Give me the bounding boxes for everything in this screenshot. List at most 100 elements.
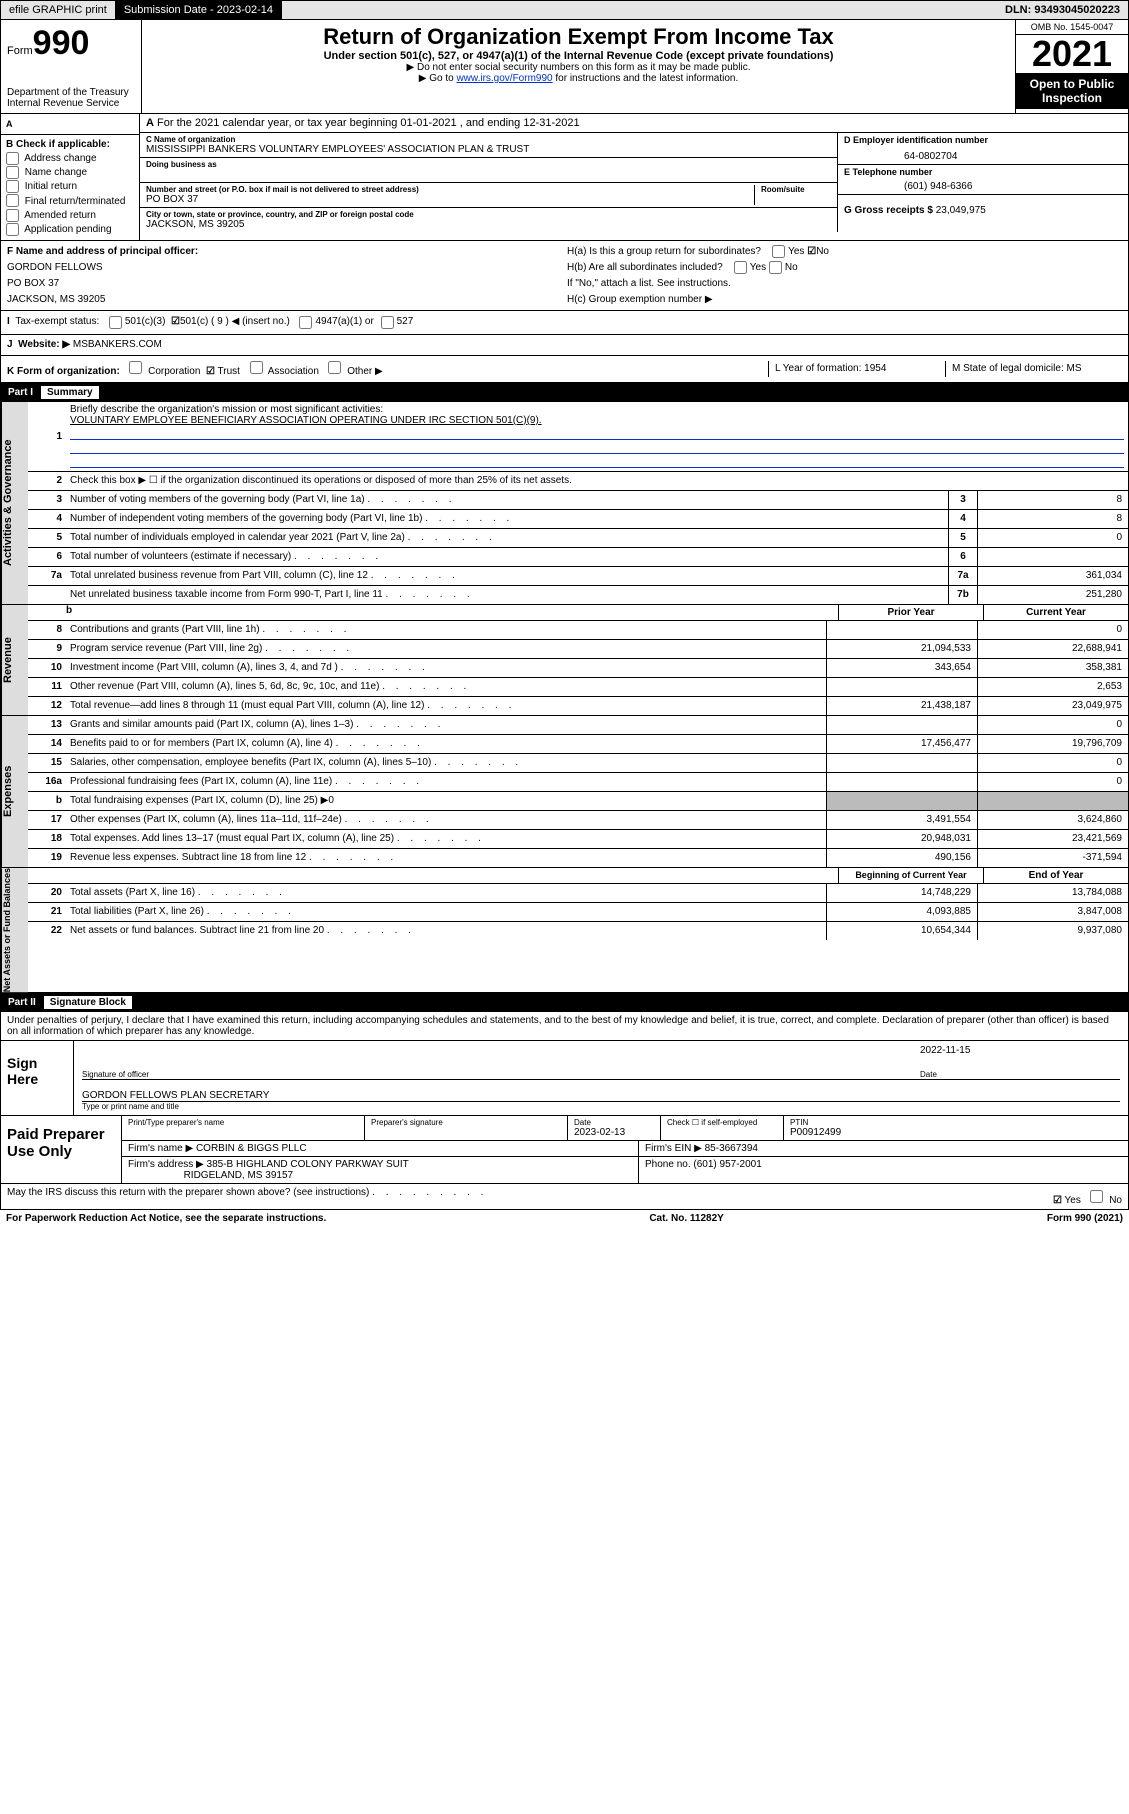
gov-line: Number of voting members of the governin… bbox=[66, 492, 948, 507]
tab-revenue: Revenue bbox=[1, 605, 28, 715]
form990-link[interactable]: www.irs.gov/Form990 bbox=[456, 73, 552, 84]
exp-line: Professional fundraising fees (Part IX, … bbox=[66, 774, 826, 789]
form-number: Form990 bbox=[7, 24, 135, 63]
submission-date: Submission Date - 2023-02-14 bbox=[116, 1, 282, 19]
room-label: Room/suite bbox=[761, 185, 831, 194]
cb-527[interactable] bbox=[381, 316, 394, 329]
firm-label: Firm's name ▶ bbox=[128, 1143, 193, 1154]
tab-governance: Activities & Governance bbox=[1, 402, 28, 604]
cb-4947[interactable] bbox=[299, 316, 312, 329]
cb-assoc[interactable] bbox=[250, 361, 263, 374]
gov-line: Total unrelated business revenue from Pa… bbox=[66, 568, 948, 583]
ptin: P00912499 bbox=[790, 1127, 841, 1138]
mission-text: VOLUNTARY EMPLOYEE BENEFICIARY ASSOCIATI… bbox=[70, 415, 542, 426]
gov-line: Net unrelated business taxable income fr… bbox=[66, 587, 948, 602]
dln: DLN: 93493045020223 bbox=[997, 1, 1128, 19]
section-a: A For the 2021 calendar year, or tax yea… bbox=[0, 114, 1129, 241]
website-value: MSBANKERS.COM bbox=[73, 337, 162, 353]
form-label-footer: Form 990 (2021) bbox=[1047, 1213, 1123, 1224]
discuss-yes-check: ☑ bbox=[1053, 1195, 1062, 1206]
mission-label: Briefly describe the organization's miss… bbox=[70, 404, 383, 415]
check-applicable-label: B Check if applicable: bbox=[6, 139, 110, 150]
sign-block: Sign Here 2022-11-15 Signature of office… bbox=[0, 1041, 1129, 1116]
col-current: Current Year bbox=[983, 605, 1128, 620]
rev-line: Contributions and grants (Part VIII, lin… bbox=[66, 622, 826, 637]
city-state-zip: JACKSON, MS 39205 bbox=[146, 219, 831, 230]
phone-value: (601) 948-6366 bbox=[844, 177, 1122, 192]
cb-corp[interactable] bbox=[129, 361, 142, 374]
prep-date: 2023-02-13 bbox=[574, 1127, 625, 1138]
cb-other[interactable] bbox=[328, 361, 341, 374]
exp-line: Total expenses. Add lines 13–17 (must eq… bbox=[66, 831, 826, 846]
hb-label: H(b) Are all subordinates included? bbox=[567, 262, 723, 273]
line2: Check this box ▶ ☐ if the organization d… bbox=[66, 473, 1128, 488]
cb-address[interactable]: Address change bbox=[6, 153, 97, 164]
sign-here-label: Sign Here bbox=[1, 1041, 74, 1115]
form-header: Form990 Department of the Treasury Inter… bbox=[0, 20, 1129, 114]
date-label: Date bbox=[920, 1070, 1120, 1079]
sign-date: 2022-11-15 bbox=[920, 1045, 1120, 1056]
tax-year-line: A For the 2021 calendar year, or tax yea… bbox=[140, 114, 1128, 133]
firm-addr2: RIDGELAND, MS 39157 bbox=[184, 1170, 294, 1181]
tab-expenses: Expenses bbox=[1, 716, 28, 867]
ein-value: 64-0802704 bbox=[844, 145, 1122, 162]
firm-phone: (601) 957-2001 bbox=[693, 1159, 761, 1170]
gross-rece: G Gross receipts $ bbox=[844, 205, 933, 216]
cb-name[interactable]: Name change bbox=[6, 167, 87, 178]
exp-block: Expenses 13Grants and similar amounts pa… bbox=[0, 716, 1129, 868]
year-formation: L Year of formation: 1954 bbox=[768, 361, 945, 377]
cb-amended[interactable]: Amended return bbox=[6, 210, 96, 221]
gross-value: 23,049,975 bbox=[936, 205, 986, 216]
exp-line: Revenue less expenses. Subtract line 18 … bbox=[66, 850, 826, 865]
open-public: Open to Public Inspection bbox=[1016, 73, 1128, 109]
gov-block: Activities & Governance 1Briefly describ… bbox=[0, 402, 1129, 605]
rev-line: Total revenue—add lines 8 through 11 (mu… bbox=[66, 698, 826, 713]
tax-year: 2021 bbox=[1016, 35, 1128, 73]
form-subtitle: Under section 501(c), 527, or 4947(a)(1)… bbox=[150, 50, 1007, 62]
rev-line: Other revenue (Part VIII, column (A), li… bbox=[66, 679, 826, 694]
cb-pending[interactable]: Application pending bbox=[6, 224, 112, 235]
hb-yes[interactable] bbox=[734, 261, 747, 274]
col-end: End of Year bbox=[983, 868, 1128, 883]
self-employed[interactable]: Check ☐ if self-employed bbox=[661, 1116, 784, 1140]
top-bar: efile GRAPHIC print Submission Date - 20… bbox=[0, 0, 1129, 20]
cb-final[interactable]: Final return/terminated bbox=[6, 196, 125, 207]
phone-label: E Telephone number bbox=[844, 167, 1122, 177]
exp-line: Grants and similar amounts paid (Part IX… bbox=[66, 717, 826, 732]
dept-treasury: Department of the Treasury bbox=[7, 87, 135, 98]
firm-name: CORBIN & BIGGS PLLC bbox=[196, 1143, 307, 1154]
col-beginning: Beginning of Current Year bbox=[838, 868, 983, 883]
net-block: Net Assets or Fund Balances Beginning of… bbox=[0, 868, 1129, 993]
paid-preparer-label: Paid Preparer Use Only bbox=[1, 1116, 122, 1183]
ein-label: D Employer identification number bbox=[844, 135, 1122, 145]
prep-name-label: Print/Type preparer's name bbox=[128, 1118, 358, 1127]
cb-trust-check: ☑ bbox=[206, 366, 215, 377]
declaration: Under penalties of perjury, I declare th… bbox=[0, 1012, 1129, 1041]
ha-yes[interactable] bbox=[772, 245, 785, 258]
org-name: MISSISSIPPI BANKERS VOLUNTARY EMPLOYEES'… bbox=[146, 144, 831, 155]
efile-label[interactable]: efile GRAPHIC print bbox=[1, 1, 116, 19]
street-address: PO BOX 37 bbox=[146, 194, 754, 205]
col-prior: Prior Year bbox=[838, 605, 983, 620]
officer-printed-name: GORDON FELLOWS PLAN SECRETARY bbox=[82, 1090, 1120, 1101]
irs-label: Internal Revenue Service bbox=[7, 98, 135, 109]
hb-no[interactable] bbox=[769, 261, 782, 274]
discuss-no[interactable] bbox=[1090, 1190, 1103, 1203]
firm-addr-label: Firm's address ▶ bbox=[128, 1159, 204, 1170]
name-title-label: Type or print name and title bbox=[82, 1101, 1120, 1111]
section-fhijk: F Name and address of principal officer:… bbox=[0, 241, 1129, 383]
firm-ein-label: Firm's EIN ▶ bbox=[645, 1143, 702, 1154]
dba-label: Doing business as bbox=[146, 160, 831, 169]
gov-line: Total number of individuals employed in … bbox=[66, 530, 948, 545]
summary-label: Summary bbox=[41, 386, 99, 399]
sig-officer-label: Signature of officer bbox=[82, 1070, 920, 1079]
cb-501c3[interactable] bbox=[109, 316, 122, 329]
firm-ein: 85-3667394 bbox=[705, 1143, 758, 1154]
org-name-label: C Name of organization bbox=[146, 135, 831, 144]
tab-netassets: Net Assets or Fund Balances bbox=[1, 868, 28, 992]
cb-initial[interactable]: Initial return bbox=[6, 181, 77, 192]
officer-addr1: PO BOX 37 bbox=[7, 278, 59, 289]
hb2-label: If "No," attach a list. See instructions… bbox=[567, 278, 731, 289]
gov-line: Number of independent voting members of … bbox=[66, 511, 948, 526]
net-line: Net assets or fund balances. Subtract li… bbox=[66, 923, 826, 938]
